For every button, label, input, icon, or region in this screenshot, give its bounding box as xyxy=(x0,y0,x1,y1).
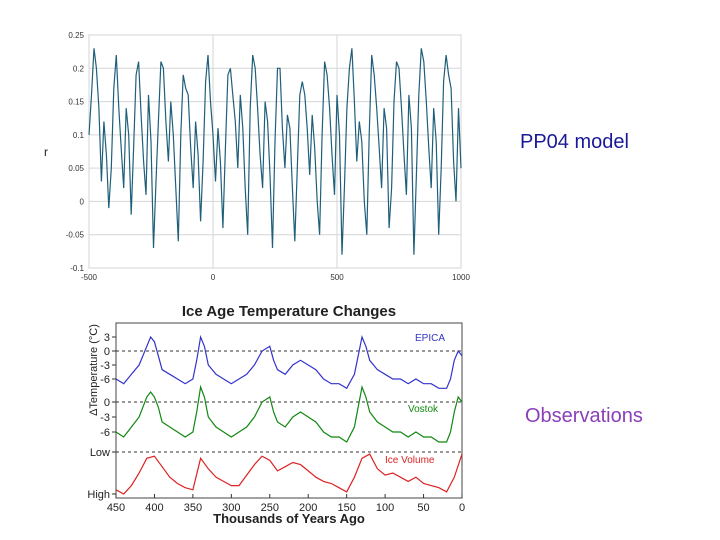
model-y-tick-label: -0.05 xyxy=(66,231,85,240)
model-series-line xyxy=(88,48,462,255)
obs-x-tick-label: 450 xyxy=(107,502,125,514)
obs-x-tick-label: 50 xyxy=(417,502,429,514)
model-y-tick-label: 0.05 xyxy=(68,164,84,173)
obs-y-tick-label: -3 xyxy=(100,360,110,372)
obs-legend-label: Ice Volume xyxy=(385,455,435,466)
obs-y-tick-label: 3 xyxy=(104,332,110,344)
obs-plot-area xyxy=(115,322,463,499)
observations-label: Observations xyxy=(525,405,643,427)
obs-x-tick-label: 250 xyxy=(261,502,279,514)
model-y-tick-label: 0.25 xyxy=(68,31,84,40)
obs-y-tick-label: High xyxy=(87,489,110,501)
model-x-tick-label: 500 xyxy=(330,273,344,282)
obs-series-line-1 xyxy=(115,384,463,443)
obs-y-tick-label: 0 xyxy=(104,397,110,409)
obs-x-tick-label: 100 xyxy=(376,502,394,514)
model-x-tick-label: 1000 xyxy=(452,273,470,282)
obs-series-line-2 xyxy=(115,453,463,495)
obs-y-tick-label: -6 xyxy=(100,427,110,439)
model-y-tick-label: 0.1 xyxy=(73,131,85,140)
obs-legend-label: EPICA xyxy=(415,333,445,344)
obs-y-tick-label: Low xyxy=(90,447,110,459)
obs-chart-title: Ice Age Temperature Changes xyxy=(182,303,396,320)
obs-y-tick-label: 0 xyxy=(104,346,110,358)
model-x-tick-label: -500 xyxy=(81,273,98,282)
model-x-tick-label: 0 xyxy=(211,273,216,282)
obs-y-axis-label: ΔTemperature (°C) xyxy=(88,324,100,416)
obs-y-tick-label: -6 xyxy=(100,374,110,386)
model-y-axis-label: r xyxy=(44,145,48,159)
model-label: PP04 model xyxy=(520,131,629,153)
obs-x-tick-label: 300 xyxy=(222,502,240,514)
model-y-tick-label: 0 xyxy=(80,197,85,206)
model-y-tick-label: 0.15 xyxy=(68,98,84,107)
obs-x-tick-label: 400 xyxy=(145,502,163,514)
obs-legend-label: Vostok xyxy=(408,404,439,415)
model-y-tick-label: -0.1 xyxy=(70,264,84,273)
obs-x-axis-label: Thousands of Years Ago xyxy=(213,511,365,526)
obs-x-tick-label: 350 xyxy=(184,502,202,514)
obs-y-tick-label: -3 xyxy=(100,412,110,424)
model-y-tick-label: 0.2 xyxy=(73,64,85,73)
obs-x-tick-label: 200 xyxy=(299,502,317,514)
obs-x-tick-label: 150 xyxy=(337,502,355,514)
obs-series-line-0 xyxy=(115,334,463,390)
obs-x-tick-label: 0 xyxy=(459,502,465,514)
